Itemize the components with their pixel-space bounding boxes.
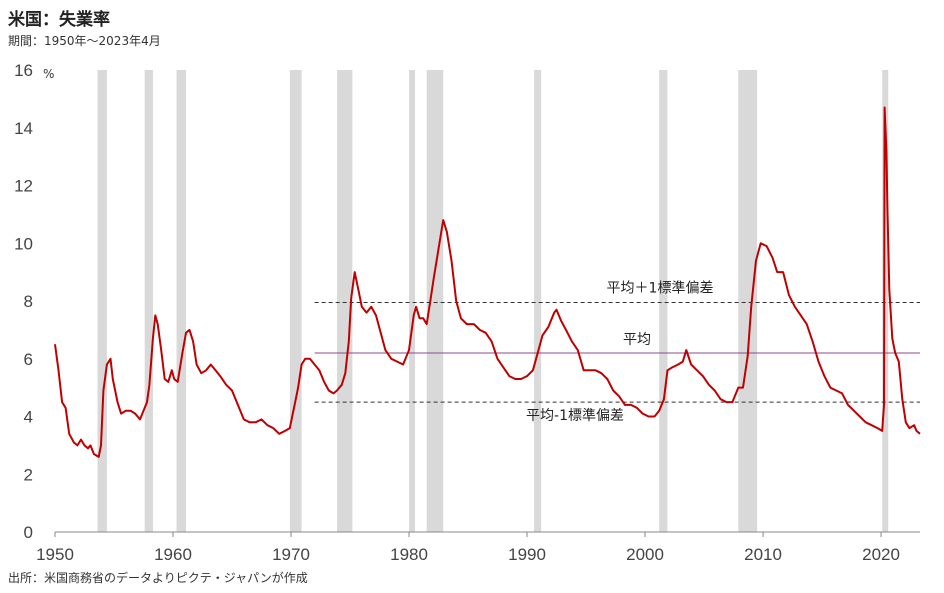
x-tick-label: 2000 <box>626 545 664 564</box>
y-axis-unit: % <box>43 67 54 81</box>
recession-bands <box>97 70 889 532</box>
x-tick-label: 1980 <box>390 545 428 564</box>
series-layer <box>54 106 921 458</box>
y-tick-label: 12 <box>14 177 33 196</box>
y-tick-label: 14 <box>14 119 33 138</box>
x-tick-label: 1970 <box>272 545 310 564</box>
recession-band <box>409 70 416 532</box>
recession-band <box>289 70 302 532</box>
reference-line-label: 平均＋1標準偏差 <box>607 280 714 296</box>
x-tick-label: 1950 <box>36 545 74 564</box>
recession-band <box>144 70 153 532</box>
x-tick-label: 1990 <box>508 545 546 564</box>
y-tick-label: 0 <box>24 523 33 542</box>
recession-band <box>659 70 668 532</box>
axes: 1950 1960 1970 1980 1990 2000 2010 2020 0 2 4 6 8 10 1… <box>14 61 920 564</box>
chart-title: 米国：失業率 <box>8 10 110 30</box>
y-tick-label: 16 <box>14 61 33 80</box>
chart-subtitle: 期間：1950年～2023年4月 <box>8 34 161 48</box>
x-tick-label: 2020 <box>862 545 900 564</box>
reference-line-label: 平均 <box>623 332 651 348</box>
y-tick-label: 8 <box>24 292 33 311</box>
recession-band <box>882 70 889 532</box>
recession-band <box>738 70 758 532</box>
x-tick-label: 1960 <box>154 545 192 564</box>
source-note: 出所：米国商務省のデータよりピクテ・ジャパンが作成 <box>8 571 308 585</box>
x-tick-label: 2010 <box>744 545 782 564</box>
reference-line-label: 平均‐1標準偏差 <box>526 408 624 424</box>
recession-band <box>97 70 107 532</box>
y-tick-label: 10 <box>14 234 33 253</box>
recession-band <box>176 70 186 532</box>
recession-band <box>337 70 353 532</box>
recession-band <box>534 70 542 532</box>
y-tick-label: 6 <box>24 350 33 369</box>
y-tick-label: 2 <box>24 465 33 484</box>
recession-band <box>426 70 444 532</box>
series-line <box>54 106 921 458</box>
y-tick-label: 4 <box>24 408 33 427</box>
